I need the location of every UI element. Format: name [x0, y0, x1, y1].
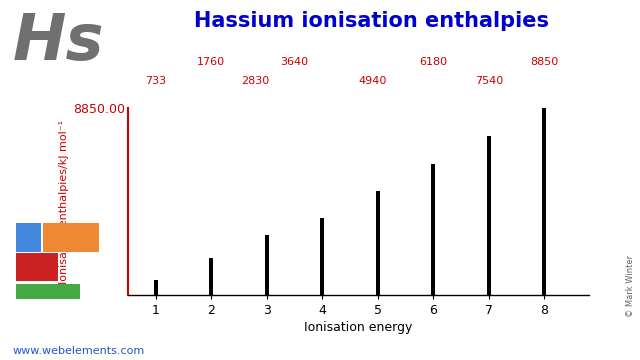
Text: 7540: 7540: [475, 76, 503, 86]
Text: 8850: 8850: [531, 57, 559, 67]
X-axis label: Ionisation energy: Ionisation energy: [304, 321, 413, 334]
Text: Hs: Hs: [13, 11, 104, 73]
Bar: [43, 223, 99, 252]
Bar: [376, 191, 380, 295]
Text: 2830: 2830: [241, 76, 270, 86]
Bar: [16, 253, 58, 281]
Text: © Mark Winter: © Mark Winter: [626, 255, 635, 317]
Text: 4940: 4940: [358, 76, 387, 86]
Bar: [209, 258, 213, 295]
Bar: [265, 235, 269, 295]
Text: 1760: 1760: [197, 57, 225, 67]
Bar: [154, 280, 157, 295]
Y-axis label: Ionisation enthalpies/kJ mol⁻¹: Ionisation enthalpies/kJ mol⁻¹: [59, 120, 69, 284]
Text: 733: 733: [145, 76, 166, 86]
Text: Hassium ionisation enthalpies: Hassium ionisation enthalpies: [194, 11, 548, 31]
Bar: [431, 165, 435, 295]
Bar: [321, 218, 324, 295]
Text: 3640: 3640: [280, 57, 308, 67]
Text: www.webelements.com: www.webelements.com: [13, 346, 145, 356]
Bar: [543, 108, 547, 295]
Bar: [487, 136, 491, 295]
Bar: [16, 223, 41, 252]
Text: 6180: 6180: [419, 57, 447, 67]
